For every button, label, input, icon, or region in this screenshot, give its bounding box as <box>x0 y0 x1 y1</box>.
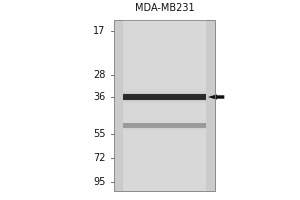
Bar <box>123 123 206 128</box>
Bar <box>114 20 215 191</box>
Bar <box>123 123 206 125</box>
Bar <box>114 20 215 191</box>
Bar <box>123 120 206 122</box>
Bar <box>123 127 206 129</box>
Text: 28: 28 <box>93 70 105 80</box>
Bar <box>123 90 206 93</box>
FancyArrow shape <box>208 94 224 100</box>
Bar <box>123 128 206 130</box>
Bar <box>123 86 206 89</box>
Text: 72: 72 <box>93 153 105 163</box>
Text: MDA-MB231: MDA-MB231 <box>135 3 195 13</box>
Bar <box>123 101 206 104</box>
Bar <box>123 93 206 96</box>
Bar <box>123 95 206 98</box>
Bar <box>123 130 206 131</box>
Bar <box>123 100 206 103</box>
Text: 17: 17 <box>93 26 105 36</box>
Text: 36: 36 <box>93 92 105 102</box>
Bar <box>123 124 206 126</box>
Text: 55: 55 <box>93 129 105 139</box>
Bar <box>123 96 206 99</box>
Bar <box>123 88 206 91</box>
Bar <box>123 20 206 191</box>
Bar <box>123 122 206 123</box>
Bar <box>123 103 206 106</box>
Bar <box>123 94 206 100</box>
Bar <box>123 105 206 108</box>
Bar <box>123 91 206 94</box>
Text: 95: 95 <box>93 177 105 187</box>
Bar <box>123 98 206 101</box>
Bar <box>123 126 206 127</box>
